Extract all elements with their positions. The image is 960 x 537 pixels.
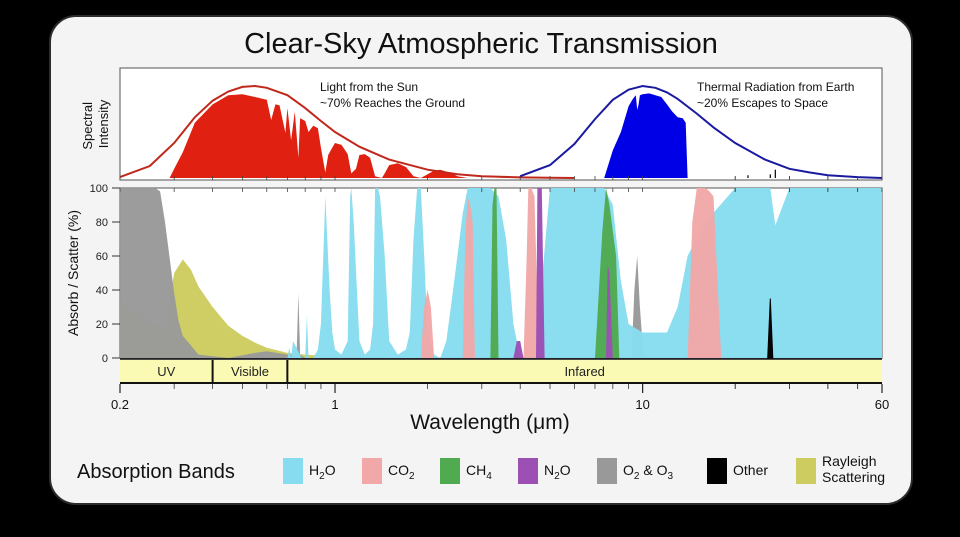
- legend-swatch-n2o: [518, 458, 538, 484]
- x-tick-label-10: 10: [635, 397, 649, 412]
- legend-label-rayleigh-scattering: Rayleigh Scattering: [822, 453, 885, 485]
- absorption-bands-layer: [120, 188, 882, 359]
- legend-subscript: 2: [634, 471, 640, 482]
- legend-subscript: 2: [319, 471, 325, 482]
- legend-swatch-rayleigh-scattering: [796, 458, 816, 484]
- legend-text: O: [623, 462, 634, 478]
- legend-swatch-o2-o3: [597, 458, 617, 484]
- n2o-band: [513, 188, 613, 358]
- region-label-uv: UV: [157, 364, 175, 379]
- thermal-radiation-from-earth-envelope: [519, 84, 883, 179]
- legend-label-other: Other: [733, 462, 768, 478]
- legend-label-n2o: N2O: [544, 462, 571, 482]
- y-tick-label-100: 100: [90, 183, 108, 195]
- bottom-panel-ylabel: Absorb / Scatter (%): [65, 210, 81, 336]
- x-axis: 0.2 1 10 60: [111, 384, 889, 412]
- light-from-the-sun-annotation-1: Light from the Sun: [320, 80, 418, 94]
- legend-label-co2: CO2: [388, 462, 415, 482]
- legend-subscript: 2: [409, 471, 415, 482]
- y-tick-label-20: 20: [96, 319, 108, 331]
- region-label-visible: Visible: [231, 364, 269, 379]
- rayleigh-scattering-band: [120, 259, 482, 358]
- x-axis-label: Wavelength (μm): [410, 411, 570, 434]
- chart-title: Clear-Sky Atmospheric Transmission: [244, 28, 718, 60]
- top-ylabel-line-1: Spectral: [80, 102, 95, 150]
- o2-o3-band: [120, 188, 644, 358]
- y-tick-label-80: 80: [96, 217, 108, 229]
- y-tick-label-0: 0: [102, 353, 108, 365]
- thermal-radiation-from-earth-fill: [604, 93, 688, 178]
- y-tick-label-60: 60: [96, 251, 108, 263]
- strip-background: [120, 360, 882, 382]
- legend-label-line-1: Rayleigh: [822, 453, 876, 469]
- legend-text: O: [560, 462, 571, 478]
- legend-text: N: [544, 462, 554, 478]
- top-panel-layer: Light from the Sun ~70% Reaches the Groun…: [119, 80, 883, 179]
- light-from-the-sun-fill: [169, 94, 550, 178]
- legend-swatch-other: [707, 458, 727, 484]
- x-tick-label-1: 1: [331, 397, 338, 412]
- light-from-the-sun-envelope: [119, 84, 575, 179]
- legend-subscript: 4: [486, 471, 492, 482]
- top-panel-ylabel: Spectral Intensity: [80, 98, 111, 149]
- thermal-radiation-from-earth-annotation-1: Thermal Radiation from Earth: [697, 80, 854, 94]
- legend-text: Other: [733, 462, 768, 478]
- other-band: [767, 298, 774, 359]
- legend-label-line-2: Scattering: [822, 469, 885, 485]
- region-label-infared: Infared: [564, 364, 604, 379]
- x-tick-label-60: 60: [875, 397, 889, 412]
- legend-swatch-h2o: [283, 458, 303, 484]
- legend-text: O: [325, 462, 336, 478]
- legend-subscript: 2: [554, 471, 560, 482]
- legend-label-o2-o3: O2 & O3: [623, 462, 673, 482]
- bottom-axis-layer: 0 20 40 60 80 100: [90, 176, 883, 365]
- legend-title: Absorption Bands: [77, 461, 235, 483]
- legend-text: H: [309, 462, 319, 478]
- legend-text: CO: [388, 462, 409, 478]
- legend-swatch-co2: [362, 458, 382, 484]
- thermal-radiation-from-earth-annotation-2: ~20% Escapes to Space: [697, 96, 828, 110]
- spectrum-region-strip: UV Visible Infared: [120, 358, 882, 384]
- top-ylabel-line-2: Intensity: [96, 99, 111, 148]
- legend-text: CH: [466, 462, 486, 478]
- legend-text: & O: [639, 462, 667, 478]
- h2o-band: [287, 188, 882, 358]
- y-tick-label-40: 40: [96, 285, 108, 297]
- co2-band: [420, 188, 722, 358]
- x-tick-label-0-2: 0.2: [111, 397, 129, 412]
- legend-subscript: 3: [667, 471, 673, 482]
- legend-swatch-ch4: [440, 458, 460, 484]
- legend-label-h2o: H2O: [309, 462, 336, 482]
- legend-label-ch4: CH4: [466, 462, 492, 482]
- light-from-the-sun-annotation-2: ~70% Reaches the Ground: [320, 96, 465, 110]
